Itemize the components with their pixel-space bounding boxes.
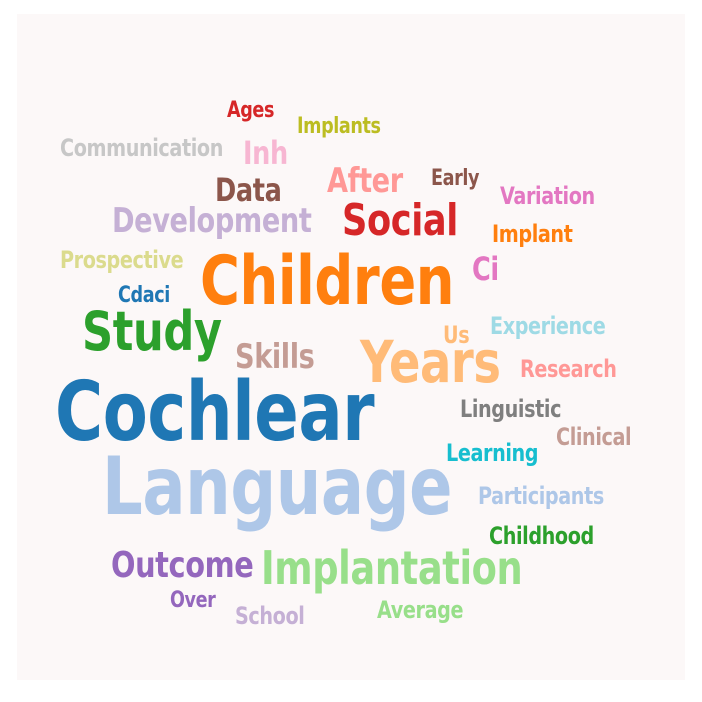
word-research: Research: [520, 355, 617, 383]
word-after: After: [327, 161, 403, 201]
word-outcome: Outcome: [111, 545, 254, 586]
word-study: Study: [82, 300, 222, 363]
word-implants: Implants: [297, 114, 381, 139]
word-participants: Participants: [478, 482, 604, 510]
word-years: Years: [360, 328, 501, 396]
word-childhood: Childhood: [489, 522, 594, 550]
word-data: Data: [215, 171, 282, 209]
word-us: Us: [443, 321, 470, 349]
word-social: Social: [342, 195, 458, 246]
word-language: Language: [102, 440, 453, 533]
word-early: Early: [431, 166, 480, 191]
word-clinical: Clinical: [556, 423, 632, 451]
word-experience: Experience: [490, 312, 606, 340]
word-ages: Ages: [227, 98, 275, 123]
word-implant: Implant: [492, 220, 573, 248]
word-skills: Skills: [235, 337, 315, 377]
word-implantation: Implantation: [261, 541, 523, 595]
word-prospective: Prospective: [60, 246, 184, 274]
word-variation: Variation: [500, 182, 595, 210]
word-communication: Communication: [60, 134, 223, 162]
word-inh: Inh: [243, 134, 288, 172]
word-linguistic: Linguistic: [460, 395, 562, 423]
word-cdaci: Cdaci: [118, 283, 170, 308]
word-cochlear: Cochlear: [55, 365, 375, 460]
word-children: Children: [200, 242, 455, 321]
word-development: Development: [112, 201, 312, 241]
word-school: School: [235, 602, 305, 630]
word-cloud-canvas: [17, 14, 685, 680]
word-learning: Learning: [446, 439, 539, 467]
word-over: Over: [170, 588, 216, 613]
word-average: Average: [377, 596, 464, 624]
word-ci: Ci: [472, 250, 499, 288]
